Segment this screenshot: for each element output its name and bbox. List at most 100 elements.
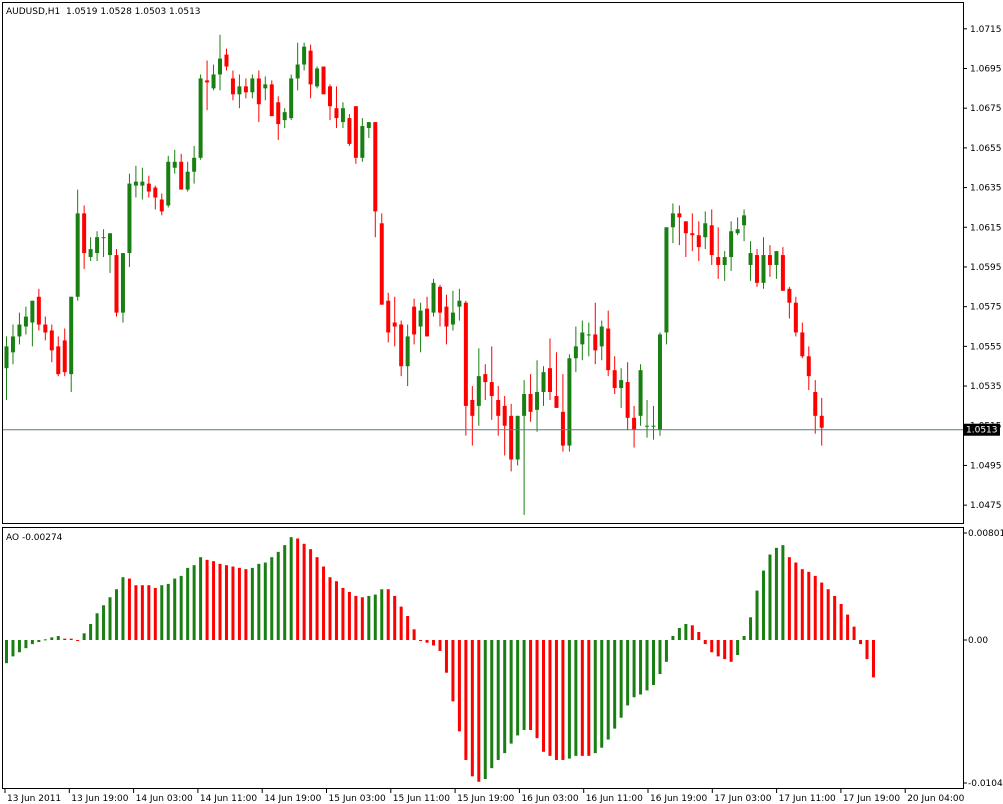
candle-body [444, 306, 449, 327]
time-tick-label: 14 Jun 19:00 [264, 794, 321, 804]
ao-bar [56, 635, 60, 640]
candle-body [606, 328, 611, 371]
ao-bar [289, 537, 293, 640]
ao-bar [50, 637, 54, 640]
ao-bar [658, 640, 662, 675]
candle-body [619, 380, 624, 389]
bear-candle [373, 122, 378, 238]
ao-bar [496, 640, 500, 760]
ao-bar [516, 640, 520, 736]
bull-candle [638, 364, 643, 426]
candle-body [295, 64, 300, 79]
ao-bar [652, 640, 655, 685]
bull-candle [127, 173, 132, 267]
candle-body [30, 300, 35, 323]
candle-body [755, 255, 760, 283]
ao-bar [43, 639, 47, 641]
ao-bar [89, 623, 93, 640]
bear-candle [806, 346, 811, 391]
ao-bar [787, 557, 791, 640]
bull-candle [282, 108, 287, 129]
candle-body [412, 306, 417, 335]
bull-candle [302, 42, 307, 71]
candle-body [224, 54, 229, 67]
bear-candle [179, 153, 184, 190]
bear-candle [819, 397, 824, 446]
ao-bar [535, 640, 539, 739]
candle-body [547, 368, 552, 393]
candle-body [541, 372, 546, 393]
candle-body [56, 346, 61, 375]
bear-candle [43, 316, 48, 341]
time-tick-label: 17 Jun 19:00 [843, 794, 900, 804]
bull-candle [30, 300, 35, 347]
candle-body [567, 358, 572, 446]
candle-body [580, 332, 585, 345]
ao-bar [833, 595, 837, 640]
candle-body [17, 324, 22, 337]
candle-body [632, 417, 637, 430]
bull-candle [17, 312, 22, 345]
current-price-box [964, 423, 1000, 436]
time-tick-label: 17 Jun 03:00 [714, 794, 771, 804]
ao-bar [76, 640, 80, 641]
ao-bar [826, 589, 830, 640]
candle-body [780, 255, 785, 291]
ao-bar [199, 557, 203, 640]
ao-bar [800, 569, 804, 640]
ao-bar [561, 640, 565, 760]
bull-candle [101, 229, 106, 258]
bear-candle [56, 336, 61, 377]
time-tick-label: 15 Jun 03:00 [329, 794, 386, 804]
candle-body [509, 415, 514, 460]
ao-bar [451, 640, 455, 702]
candle-body [560, 411, 565, 446]
ao-bar [360, 597, 364, 640]
time-tick-label: 16 Jun 11:00 [586, 794, 643, 804]
bull-candle [586, 322, 591, 357]
candle-body [645, 425, 650, 427]
candle-body [82, 213, 87, 254]
candle-body [813, 392, 818, 416]
candle-body [625, 382, 630, 418]
price-tick-label: 1.0575 [970, 303, 1002, 313]
ao-bar [425, 640, 429, 643]
time-tick-label: 15 Jun 19:00 [457, 794, 514, 804]
ao-bar [192, 565, 196, 640]
candle-body [819, 415, 824, 428]
candle-body [256, 78, 261, 105]
ao-bar [736, 640, 740, 655]
ao-bar [470, 640, 474, 777]
bull-candle [670, 203, 675, 244]
ao-bar [69, 638, 73, 640]
ao-bar [334, 581, 338, 640]
candle-body [502, 405, 507, 426]
bear-candle [230, 70, 235, 101]
time-tick-label: 15 Jun 11:00 [393, 794, 450, 804]
ao-bar [548, 640, 552, 756]
candle-body [250, 78, 255, 93]
bear-candle [793, 296, 798, 337]
ao-bar [529, 640, 533, 730]
ao-bar [613, 640, 617, 729]
bull-candle [580, 320, 585, 361]
candle-body [185, 171, 190, 190]
bull-candle [567, 354, 572, 452]
candle-body [664, 227, 669, 333]
bear-candle [205, 60, 210, 111]
bull-candle [761, 237, 766, 289]
candle-body [353, 106, 358, 158]
bear-candle [800, 322, 805, 359]
ao-bar [283, 545, 287, 640]
time-tick-label: 14 Jun 03:00 [136, 794, 193, 804]
candle-body [172, 161, 177, 168]
price-tick-label: 1.0535 [970, 382, 1002, 392]
candle-body [670, 213, 675, 228]
ao-panel-frame [2, 527, 964, 789]
ao-bar [483, 640, 487, 780]
time-tick-label: 16 Jun 03:00 [521, 794, 578, 804]
bull-candle [541, 366, 546, 406]
ao-bar [716, 640, 720, 657]
